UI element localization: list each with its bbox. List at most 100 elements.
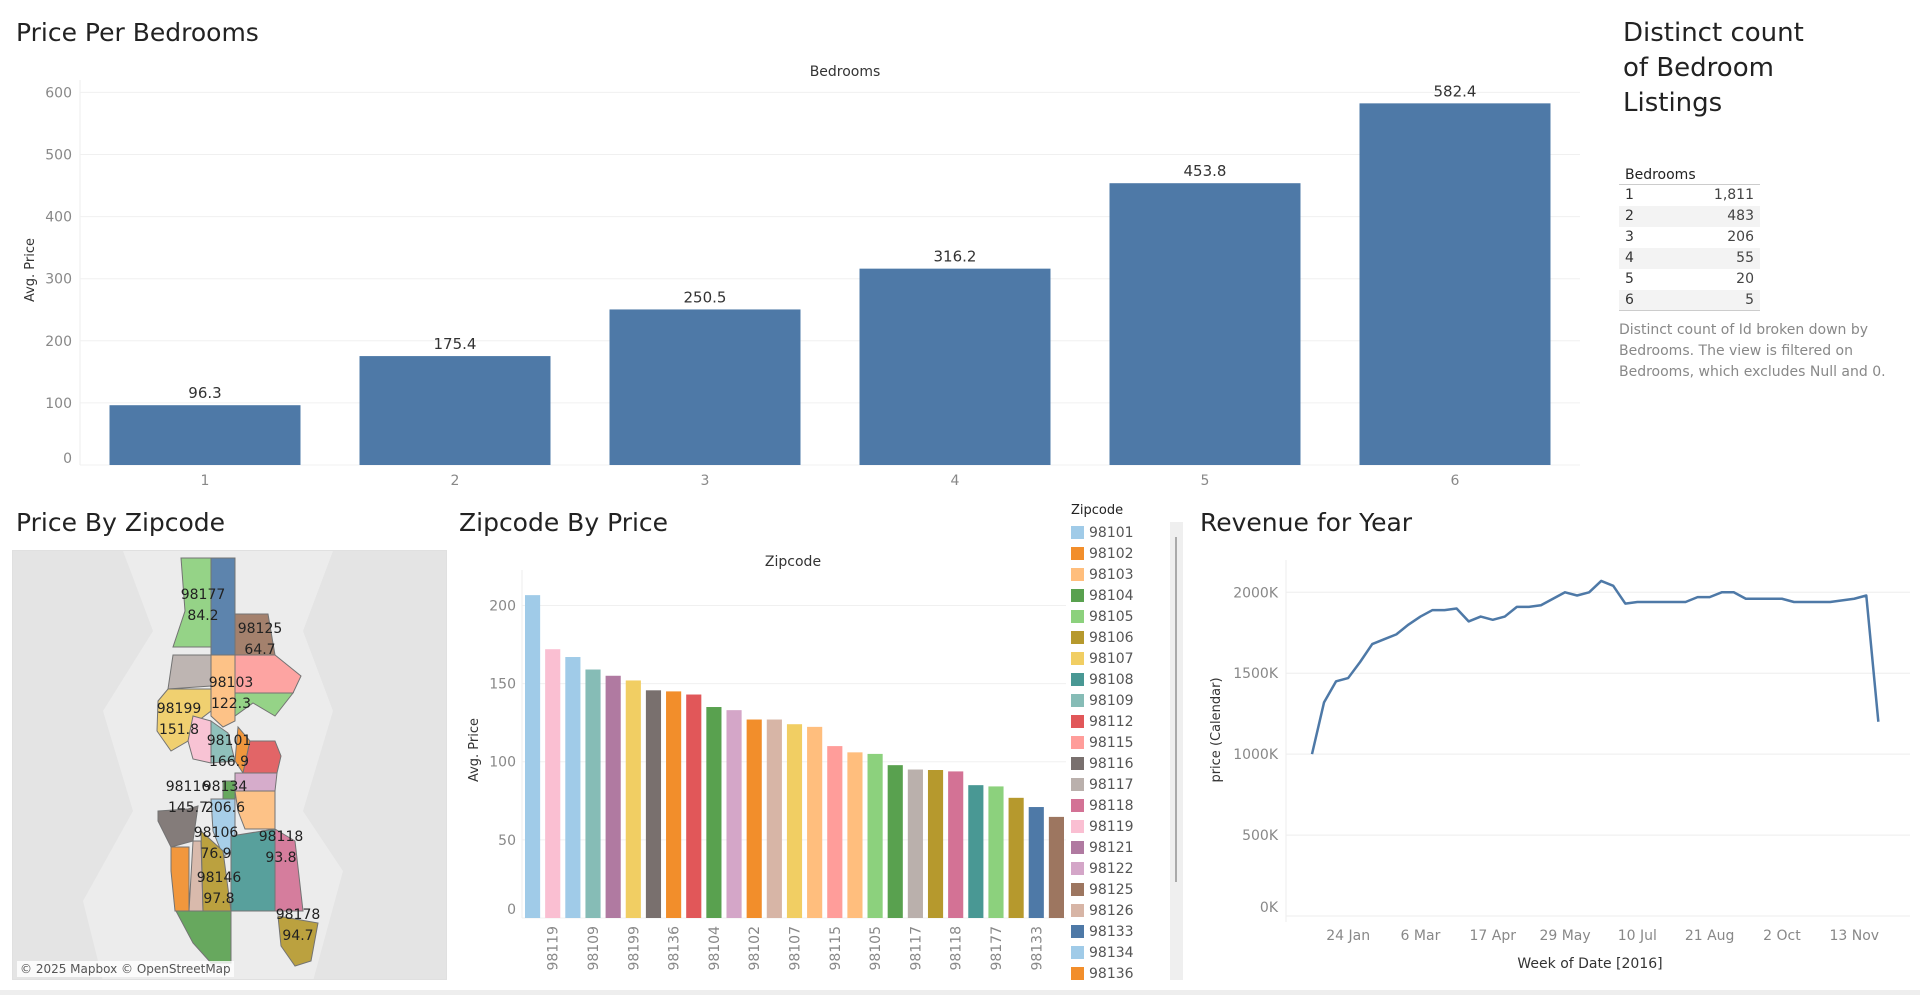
zipcode-region [172, 557, 212, 648]
y-axis-title: price (Calendar) [1209, 677, 1224, 782]
legend-label: 98112 [1089, 713, 1134, 730]
legend-item[interactable]: 98136 [1071, 963, 1146, 984]
legend-item[interactable]: 98125 [1071, 879, 1146, 900]
legend-item[interactable]: 98108 [1071, 669, 1146, 690]
map-zip-label: 98199 [157, 701, 202, 717]
legend-swatch [1071, 673, 1084, 686]
legend-item[interactable]: 98102 [1071, 543, 1146, 564]
legend-title: Zipcode [1071, 503, 1124, 518]
legend-swatch [1071, 652, 1084, 665]
legend-swatch [1071, 715, 1084, 728]
legend-item[interactable]: 98112 [1071, 711, 1146, 732]
legend-item[interactable]: 98109 [1071, 690, 1146, 711]
y-axis-title: Avg. Price [467, 718, 482, 782]
map-price-label: 122.3 [211, 696, 251, 712]
map-title: Price By Zipcode [16, 508, 226, 537]
zipcode-region [210, 654, 236, 728]
legend-item[interactable]: 98106 [1071, 627, 1146, 648]
y-tick-label: 0 [507, 902, 516, 918]
legend-label: 98119 [1089, 818, 1134, 835]
legend-swatch [1071, 526, 1084, 539]
x-tick-label: 98115 [828, 926, 844, 971]
zipcode-map[interactable]: 98177 84.2 98125 64.7 98103 122.3 98199 151.8 98… [12, 550, 447, 980]
bar-zip-98106 [1008, 797, 1024, 918]
legend-label: 98107 [1089, 650, 1134, 667]
legend-item[interactable]: 98115 [1071, 732, 1146, 753]
map-zip-label: 98134 [203, 779, 248, 795]
legend-item[interactable]: 98122 [1071, 858, 1146, 879]
legend-swatch [1071, 946, 1084, 959]
legend-swatch [1071, 568, 1084, 581]
data-label: 250.5 [684, 288, 727, 306]
scrollbar-thumb[interactable] [1175, 537, 1177, 882]
zipcode-region [234, 692, 295, 717]
x-tick-label: 98105 [868, 926, 884, 971]
count-panel-note: Distinct count of Id broken down by Bedr… [1619, 322, 1886, 380]
map-price-label: 76.9 [200, 846, 231, 862]
bedrooms-cell: 3 [1625, 229, 1634, 245]
legend-item[interactable]: 98119 [1071, 816, 1146, 837]
y-tick-label: 300 [45, 272, 72, 288]
count-cell: 483 [1659, 205, 1760, 227]
legend-label: 98126 [1089, 902, 1134, 919]
map-zip-label: 98146 [197, 870, 242, 886]
x-tick-label: 21 Aug [1685, 928, 1735, 944]
map-price-label: 93.8 [265, 850, 296, 866]
legend-label: 98103 [1089, 566, 1134, 583]
table-row: 3 206 [1619, 227, 1760, 248]
legend-item[interactable]: 98118 [1071, 795, 1146, 816]
map-zip-label: 98106 [194, 825, 239, 841]
legend-swatch [1071, 883, 1084, 896]
y-tick-label: 600 [45, 85, 72, 101]
bar-zip-98121 [605, 675, 621, 918]
bar-bedrooms-2 [359, 356, 551, 465]
legend-item[interactable]: 98101 [1071, 522, 1146, 543]
legend-item[interactable]: 98117 [1071, 774, 1146, 795]
bar-bedrooms-1 [109, 405, 301, 465]
legend-label: 98116 [1089, 755, 1134, 772]
zipcode-region [277, 915, 319, 967]
count-panel-title: Distinct count of Bedroom Listings [1623, 18, 1804, 118]
bedrooms-cell: 5 [1625, 271, 1634, 287]
legend-item[interactable]: 98103 [1071, 564, 1146, 585]
bedrooms-cell: 1 [1625, 187, 1634, 204]
legend-scrollbar[interactable] [1170, 522, 1183, 980]
bedrooms-cell: 4 [1619, 247, 1660, 269]
bar-zip-98178 [927, 770, 944, 918]
legend-item[interactable]: 98104 [1071, 585, 1146, 606]
legend-label: 98122 [1089, 860, 1134, 877]
bar-zip-98136 [666, 691, 682, 918]
legend-label: 98115 [1089, 734, 1134, 751]
bar-zip-98122 [726, 710, 742, 918]
legend-swatch [1071, 589, 1084, 602]
legend-item[interactable]: 98133 [1071, 921, 1146, 942]
legend-item[interactable]: 98134 [1071, 942, 1146, 963]
legend-item[interactable]: 98121 [1071, 837, 1146, 858]
legend-label: 98104 [1089, 587, 1134, 604]
y-tick-label: 0K [1260, 900, 1279, 916]
legend-item[interactable]: 98116 [1071, 753, 1146, 774]
data-label: 175.4 [434, 335, 477, 353]
zipcode-region [234, 654, 302, 694]
bar-zip-98101 [565, 657, 581, 918]
count-cell: 206 [1727, 229, 1754, 245]
legend-label: 98106 [1089, 629, 1134, 646]
bar-zip-98115 [827, 746, 843, 918]
data-label: 453.8 [1184, 162, 1227, 180]
table-row: 5 20 [1619, 269, 1760, 290]
legend-item[interactable]: 98107 [1071, 648, 1146, 669]
legend-swatch [1071, 778, 1084, 791]
y-tick-label: 50 [498, 833, 516, 849]
map-price-label: 145.7 [168, 800, 208, 816]
legend-item[interactable]: 98105 [1071, 606, 1146, 627]
bar-bedrooms-3 [609, 309, 801, 465]
zipcode-region [274, 828, 304, 912]
y-tick-label: 2000K [1233, 585, 1279, 601]
bar-zip-98118 [948, 771, 964, 918]
bar-zip-98107 [786, 724, 803, 918]
y-axis-title: Avg. Price [23, 238, 38, 302]
legend-item[interactable]: 98126 [1071, 900, 1146, 921]
map-zip-label: 98177 [181, 587, 226, 603]
bar-zip-98126 [766, 719, 782, 918]
legend-swatch [1071, 799, 1084, 812]
